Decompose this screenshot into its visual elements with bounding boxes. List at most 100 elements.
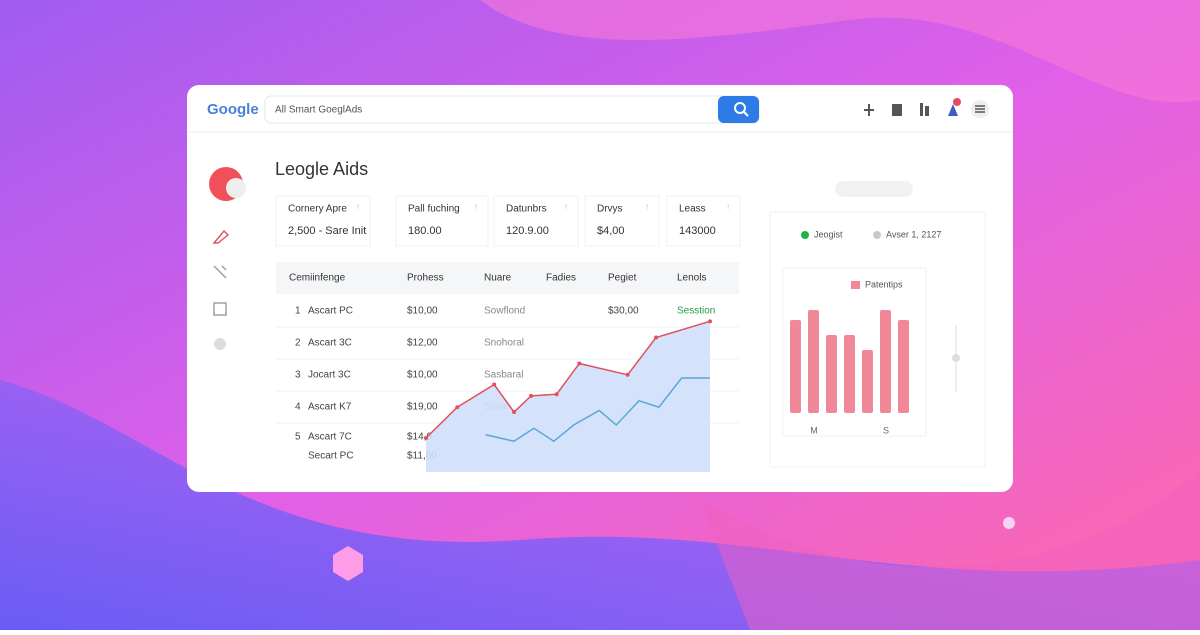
sort-icon: ↑ — [564, 202, 568, 211]
blob — [480, 0, 1200, 103]
stat-value: 2,500 - Sare Init — [288, 225, 366, 237]
column-header: Nuare — [484, 273, 512, 284]
table-cell: $10,00 — [407, 370, 438, 381]
table-cell: Jocart 3C — [308, 370, 351, 381]
stat-label: Cornery Apre — [288, 204, 347, 215]
search-text: All Smart GoeglAds — [275, 105, 362, 116]
point — [492, 382, 497, 387]
x-tick-label: S — [883, 425, 889, 435]
column-header: Lenols — [677, 273, 706, 284]
search-button[interactable] — [718, 96, 759, 123]
column-header: Cemiinfenge — [289, 273, 346, 284]
bar — [826, 335, 837, 413]
table-cell: Ascart PC — [308, 306, 353, 317]
line — [425, 320, 711, 439]
bar — [880, 310, 891, 413]
search-icon — [734, 102, 746, 114]
point — [654, 335, 659, 340]
nav-icon[interactable] — [212, 229, 230, 244]
stat-card — [275, 195, 371, 247]
x-tick-label: M — [810, 425, 818, 435]
pill — [835, 181, 913, 197]
point — [708, 319, 712, 324]
table-cell: Secart PC — [308, 451, 354, 462]
nav-icon[interactable] — [214, 338, 226, 350]
nav-icon[interactable] — [213, 265, 227, 279]
table-cell: Snohoral — [484, 338, 524, 349]
stat-value: 180.00 — [408, 225, 442, 237]
badge — [953, 98, 961, 106]
table-cell: Ascart 7C — [308, 432, 352, 443]
bar — [898, 320, 909, 413]
point — [577, 361, 582, 366]
legend-label: Avser 1, 2127 — [886, 229, 941, 239]
column-header: Pegiet — [608, 273, 637, 284]
table-header — [276, 262, 739, 294]
page-title: Leogle Aids — [275, 159, 368, 179]
sort-icon: ↑ — [726, 202, 730, 211]
table-cell: Sasbaral — [484, 370, 523, 381]
stat-card — [666, 195, 741, 247]
toolbar — [864, 98, 989, 118]
sort-icon: ↑ — [645, 202, 649, 211]
stat-label: Datunbrs — [506, 204, 547, 215]
scroll-thumb[interactable] — [952, 354, 960, 362]
table-cell: $11,00 — [407, 451, 437, 462]
panel-box — [769, 211, 986, 468]
icon[interactable] — [925, 106, 929, 116]
legend-dot — [801, 231, 809, 239]
stat-label: Leass — [679, 204, 706, 215]
table-cell: 3 — [295, 370, 301, 381]
bar — [862, 350, 873, 413]
icon[interactable] — [892, 104, 902, 116]
point — [625, 372, 630, 377]
sort-icon: ↑ — [474, 202, 478, 211]
stat-card — [493, 195, 579, 247]
nav-icon[interactable] — [213, 302, 227, 316]
icon[interactable] — [920, 103, 923, 116]
point — [554, 392, 559, 397]
stat-value: 120.9.00 — [506, 225, 549, 237]
table-cell: $14,0 — [407, 432, 432, 443]
table-cell: $12,00 — [407, 338, 438, 349]
sort-icon: ↑ — [356, 202, 360, 211]
table-cell: Ascart 3C — [308, 338, 352, 349]
icon[interactable] — [948, 104, 958, 116]
legend-dot — [873, 231, 881, 239]
column-header: Fadies — [546, 273, 576, 284]
bar — [844, 335, 855, 413]
stat-label: Pall fuching — [408, 204, 460, 215]
legend-swatch — [851, 281, 860, 289]
area — [426, 321, 710, 472]
table-cell: 2 — [295, 338, 301, 349]
bar — [790, 320, 801, 413]
stat-label: Drvys — [597, 204, 623, 215]
table-cell: $19,00 — [407, 402, 438, 413]
table-cell: 5 — [295, 432, 301, 443]
point — [529, 393, 534, 398]
blob — [700, 470, 1200, 630]
point — [455, 405, 460, 410]
dot — [1003, 517, 1015, 529]
avatar — [226, 178, 246, 198]
icon[interactable] — [864, 104, 874, 116]
column-header: Prohess — [407, 273, 444, 284]
stat-value: $4,00 — [597, 225, 625, 237]
stat-card — [584, 195, 660, 247]
table-cell: $10,00 — [407, 306, 438, 317]
legend-label: Patentips — [865, 279, 903, 289]
table-cell: 4 — [295, 402, 301, 413]
table-cell: Ascart K7 — [308, 402, 352, 413]
hexagon — [333, 546, 363, 581]
icon — [975, 105, 985, 113]
legend-label: Jeogist — [814, 229, 843, 239]
point — [512, 410, 517, 415]
search-icon — [743, 111, 749, 117]
chart-box — [782, 267, 927, 437]
table-cell: Sesstion — [677, 306, 715, 317]
table-cell: 1 — [295, 306, 301, 317]
line — [485, 377, 710, 443]
stat-card — [395, 195, 489, 247]
